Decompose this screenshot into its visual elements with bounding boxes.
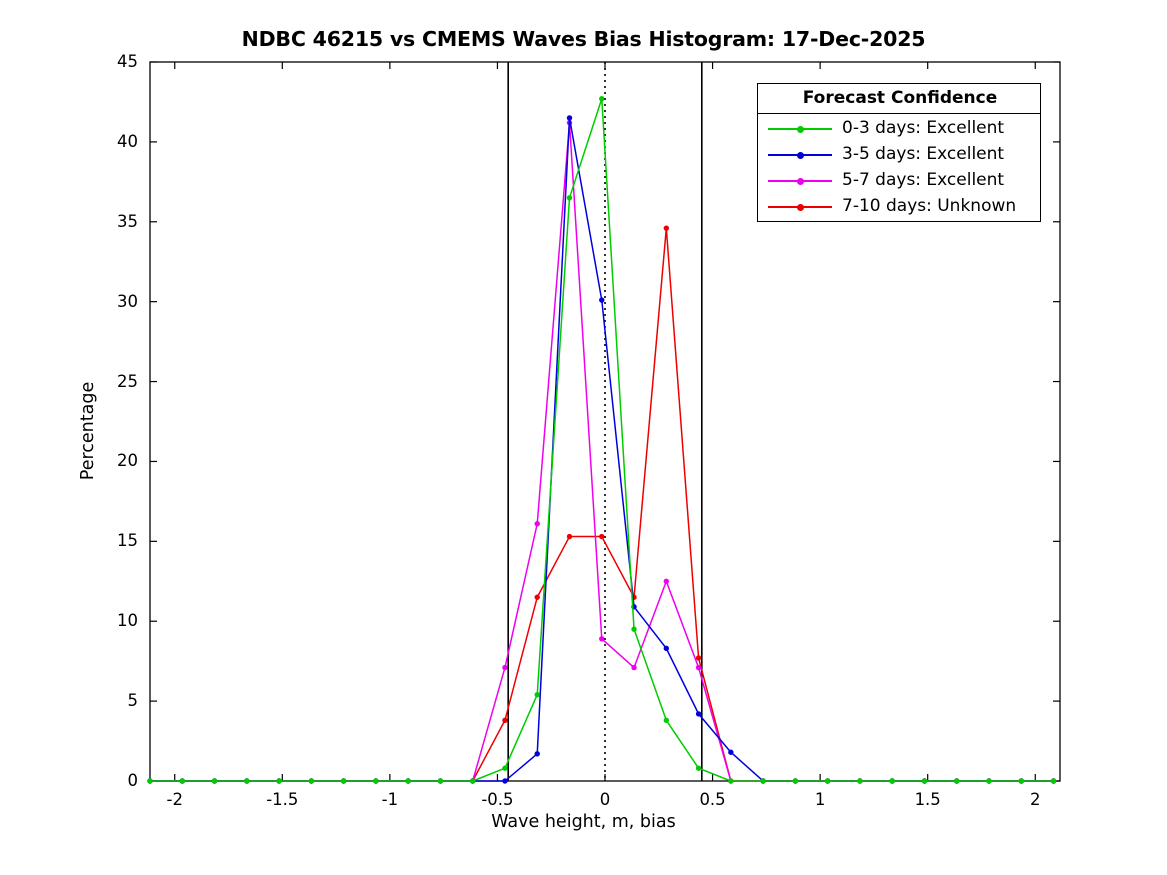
- data-point: [534, 594, 540, 600]
- data-point: [663, 717, 670, 723]
- x-axis-label: Wave height, m, bias: [491, 812, 676, 832]
- data-point: [502, 778, 508, 784]
- y-tick-label: 5: [127, 691, 139, 711]
- data-point: [824, 778, 831, 784]
- data-point: [566, 115, 573, 121]
- data-point: [695, 711, 702, 717]
- y-tick-label: 10: [117, 611, 138, 631]
- series-line-4: [150, 227, 1054, 782]
- data-point: [599, 297, 605, 303]
- data-point: [534, 521, 540, 527]
- data-point: [211, 778, 218, 784]
- data-point: [695, 664, 702, 671]
- data-point: [405, 778, 411, 784]
- x-tick-label: 0: [599, 790, 611, 809]
- x-tick-label: 1.5: [914, 790, 941, 809]
- data-point: [599, 533, 605, 540]
- data-point: [147, 778, 153, 784]
- y-tick-label: 25: [117, 371, 138, 391]
- data-point: [534, 751, 540, 757]
- data-point: [921, 778, 928, 784]
- data-point: [470, 778, 476, 784]
- data-point: [599, 636, 605, 642]
- x-tick-label: -2: [166, 790, 183, 809]
- data-point: [954, 778, 960, 784]
- data-point: [631, 626, 637, 632]
- data-point: [502, 717, 508, 723]
- data-point: [534, 692, 540, 698]
- data-point: [857, 778, 863, 784]
- legend-item-label: 7-10 days: Unknown: [842, 196, 1017, 216]
- legend-marker-icon: [797, 125, 804, 133]
- x-tick-label: 1: [814, 790, 826, 809]
- y-tick-label: 30: [117, 291, 138, 311]
- data-point: [986, 778, 992, 784]
- legend-marker-icon: [797, 151, 804, 159]
- legend-title: Forecast Confidence: [802, 88, 998, 108]
- data-point: [566, 533, 573, 540]
- data-point: [631, 664, 637, 671]
- data-point: [502, 765, 508, 771]
- data-point: [1050, 778, 1057, 784]
- legend-item-label: 5-7 days: Excellent: [842, 170, 1005, 190]
- data-point: [244, 778, 250, 784]
- y-tick-label: 20: [117, 451, 138, 471]
- y-tick-label: 45: [117, 52, 138, 71]
- data-point: [889, 778, 895, 784]
- data-point: [437, 778, 444, 784]
- legend-marker-icon: [797, 177, 804, 185]
- x-tick-label: -1: [381, 790, 399, 809]
- data-point: [179, 778, 185, 784]
- data-point: [695, 765, 702, 771]
- data-point: [599, 96, 605, 102]
- legend-item-label: 3-5 days: Excellent: [842, 144, 1005, 164]
- x-tick-label: 0.5: [699, 790, 726, 809]
- data-point: [1018, 778, 1024, 784]
- legend: Forecast Confidence 0-3 days: Excellent 3…: [757, 83, 1041, 222]
- legend-item-label: 0-3 days: Excellent: [842, 118, 1005, 138]
- data-point: [276, 778, 282, 784]
- legend-item-3[interactable]: 5-7 days: Excellent: [758, 168, 1042, 194]
- data-point: [728, 749, 734, 755]
- y-tick-label: 40: [117, 131, 138, 151]
- data-point: [566, 195, 573, 201]
- legend-item-4[interactable]: 7-10 days: Unknown: [758, 194, 1042, 220]
- y-tick-label: 0: [127, 771, 139, 790]
- x-tick-label: -0.5: [481, 790, 514, 809]
- y-tick-label: 35: [117, 211, 138, 231]
- data-point: [760, 778, 766, 784]
- data-point: [728, 778, 734, 784]
- data-point: [663, 578, 670, 584]
- data-point: [308, 778, 315, 784]
- legend-item-2[interactable]: 3-5 days: Excellent: [758, 142, 1042, 168]
- data-point: [340, 778, 347, 784]
- y-axis-label: Percentage: [78, 381, 98, 481]
- data-point: [502, 664, 508, 671]
- data-point: [663, 225, 670, 231]
- chart-title: NDBC 46215 vs CMEMS Waves Bias Histogram…: [241, 27, 926, 51]
- legend-item-1[interactable]: 0-3 days: Excellent: [758, 116, 1042, 142]
- data-point: [663, 645, 670, 652]
- legend-divider: [758, 113, 1040, 114]
- x-tick-label: -1.5: [266, 790, 299, 809]
- x-tick-label: 2: [1030, 790, 1041, 809]
- legend-marker-icon: [797, 203, 804, 211]
- y-tick-label: 15: [117, 531, 138, 551]
- data-point: [792, 778, 799, 784]
- data-point: [695, 655, 702, 661]
- data-point: [373, 778, 379, 784]
